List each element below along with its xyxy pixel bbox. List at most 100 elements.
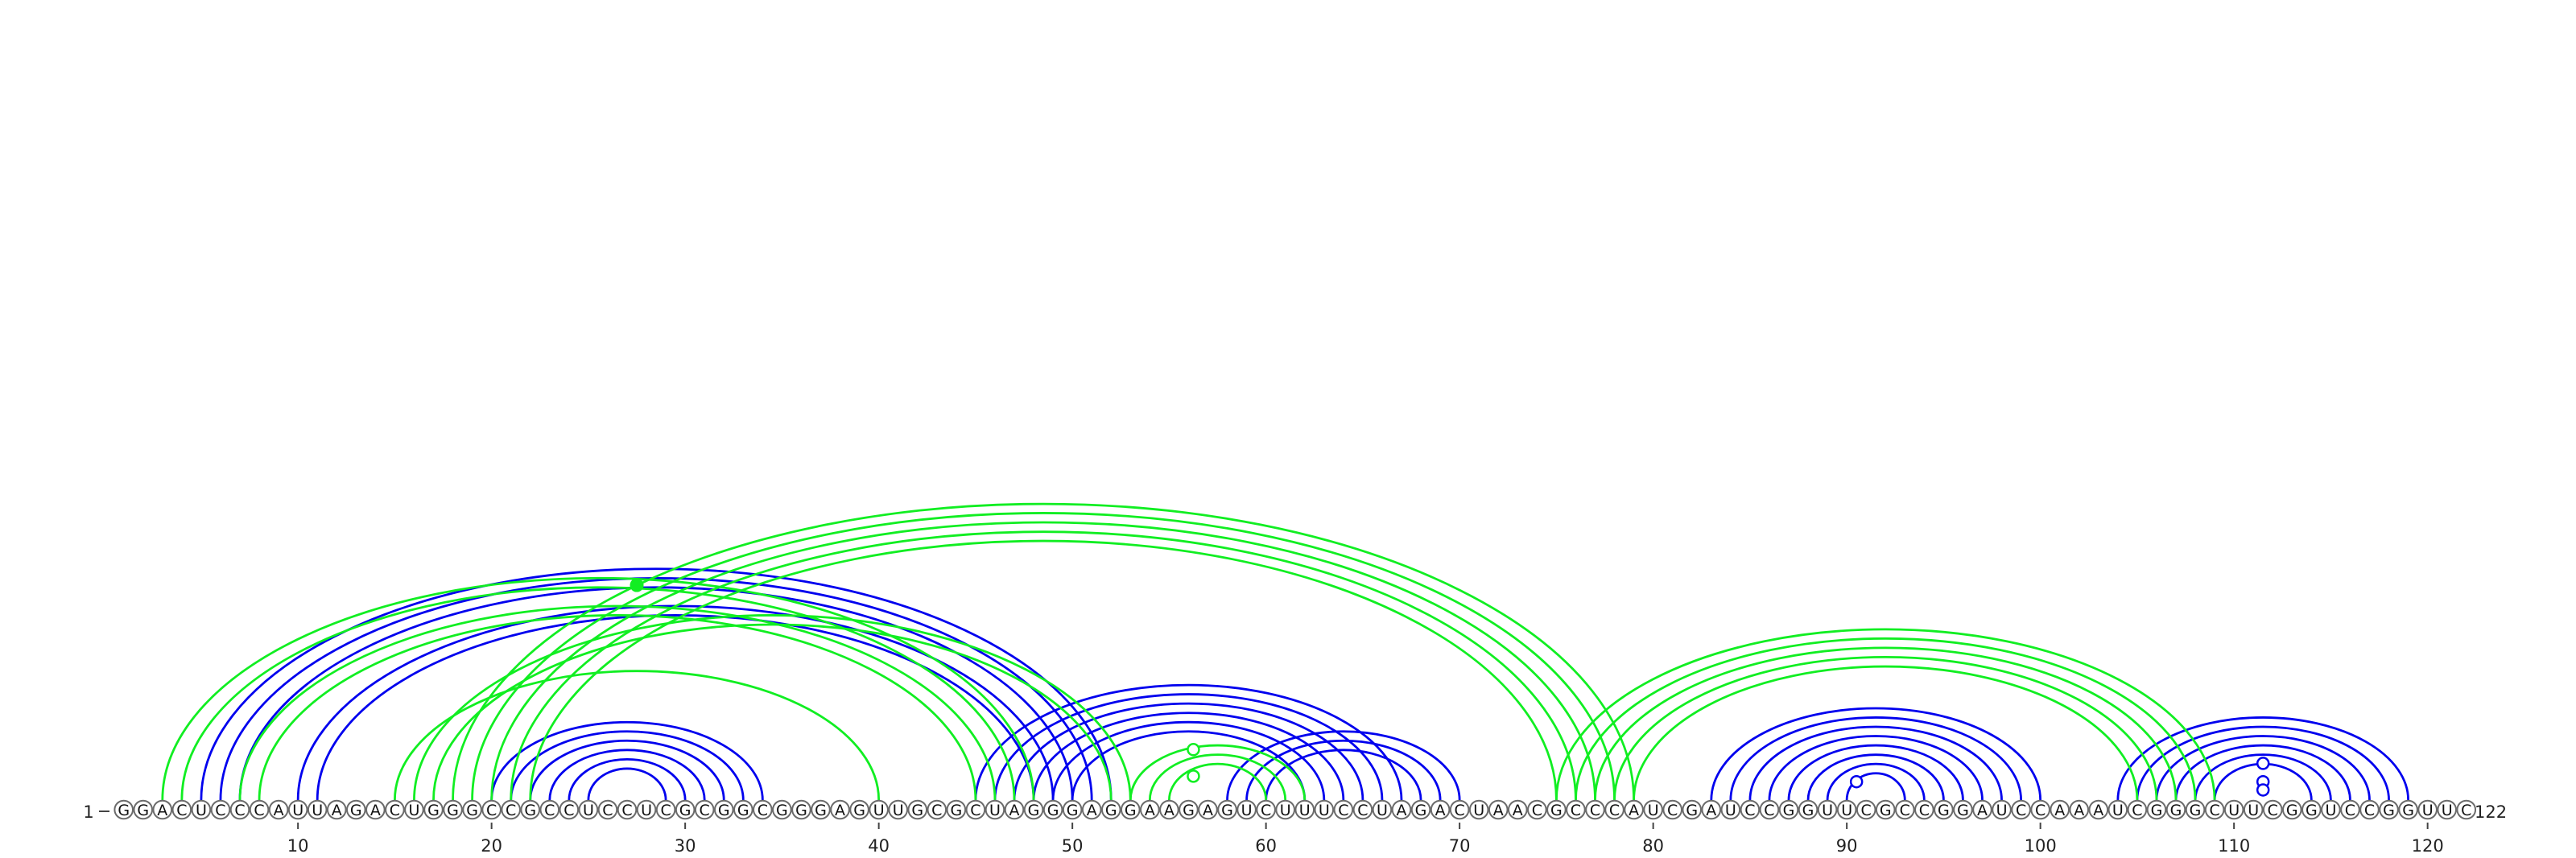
base-pair-arc-3-48 <box>161 576 1035 801</box>
nucleotide-100-circle <box>2030 799 2050 820</box>
nucleotide-86: C <box>1764 802 1774 819</box>
nucleotide-1-circle <box>114 799 134 820</box>
nucleotide-39: G <box>853 802 865 819</box>
nucleotide-10-circle <box>287 799 308 820</box>
base-pair-arc-106-117 <box>2155 735 2371 801</box>
nucleotide-2: G <box>137 802 149 819</box>
base-pair-arc-107-116 <box>2174 744 2351 801</box>
nucleotide-92: G <box>1880 802 1892 819</box>
base-pair-arc-48-64 <box>1032 712 1345 801</box>
nucleotide-62: U <box>1299 802 1311 819</box>
nucleotide-88-circle <box>1798 799 1818 820</box>
tick-label-110: 110 <box>2218 836 2250 856</box>
nucleotide-78: C <box>1609 802 1620 819</box>
nucleotide-72: A <box>1493 802 1504 819</box>
nucleotide-88: G <box>1802 802 1814 819</box>
open-circle-marker-3 <box>2256 757 2270 770</box>
nucleotide-26-circle <box>597 799 618 820</box>
base-pair-arc-16-53 <box>413 614 1132 801</box>
nucleotide-26: C <box>602 802 613 819</box>
nucleotide-37-circle <box>811 799 831 820</box>
tick-label-30: 30 <box>675 836 696 856</box>
nucleotide-117-circle <box>2359 799 2380 820</box>
nucleotide-3: A <box>157 802 167 819</box>
nucleotide-68-circle <box>1410 799 1431 820</box>
nucleotide-60: C <box>1261 802 1271 819</box>
nucleotide-109-circle <box>2204 799 2225 820</box>
nucleotide-97-circle <box>1972 799 1992 820</box>
nucleotide-76: C <box>1571 802 1581 819</box>
nucleotide-73-circle <box>1508 799 1528 820</box>
base-pair-arc-83-100 <box>1710 707 2042 801</box>
nucleotide-95: G <box>1938 802 1950 819</box>
nucleotide-45-circle <box>965 799 986 820</box>
nucleotide-76-circle <box>1566 799 1586 820</box>
tick-label-60: 60 <box>1255 836 1277 856</box>
nucleotide-17-circle <box>423 799 444 820</box>
nucleotide-11-circle <box>307 799 328 820</box>
nucleotide-85: C <box>1744 802 1755 819</box>
nucleotide-122: C <box>2461 802 2471 819</box>
base-pair-arc-84-99 <box>1729 716 2022 801</box>
nucleotide-54-circle <box>1140 799 1160 820</box>
end-position-label: 122 <box>2475 802 2507 822</box>
nucleotide-81-circle <box>1662 799 1682 820</box>
nucleotide-46-circle <box>985 799 1005 820</box>
nucleotide-58: G <box>1221 802 1233 819</box>
nucleotide-101-circle <box>2050 799 2070 820</box>
base-pair-arc-45-67 <box>974 683 1403 801</box>
nucleotide-59-circle <box>1236 799 1257 820</box>
nucleotide-15: C <box>390 802 400 819</box>
base-pair-arc-55-60 <box>1168 762 1268 801</box>
nucleotide-65-circle <box>1352 799 1373 820</box>
nucleotide-62-circle <box>1294 799 1315 820</box>
nucleotide-100: C <box>2035 802 2046 819</box>
nucleotide-10: U <box>292 802 303 819</box>
position-axis: 10 20 30 40 50 60 70 80 90 100 110 120 <box>287 823 2444 856</box>
nucleotide-23: C <box>544 802 555 819</box>
tick-label-80: 80 <box>1642 836 1664 856</box>
nucleotide-32: G <box>718 802 730 819</box>
nucleotide-33-circle <box>733 799 753 820</box>
nucleotide-35: G <box>776 802 788 819</box>
nucleotide-21-circle <box>501 799 522 820</box>
nucleotide-49: G <box>1047 802 1059 819</box>
nucleotide-23-circle <box>539 799 560 820</box>
nucleotide-95-circle <box>1934 799 1954 820</box>
nucleotide-4-circle <box>171 799 192 820</box>
nucleotide-2-circle <box>133 799 154 820</box>
nucleotide-115: U <box>2325 802 2336 819</box>
base-pair-arc-22-32 <box>529 739 725 801</box>
nucleotide-83: A <box>1706 802 1716 819</box>
nucleotide-122-circle <box>2456 799 2477 820</box>
nucleotide-120: U <box>2422 802 2434 819</box>
nucleotide-34: C <box>758 802 768 819</box>
nucleotide-93: C <box>1900 802 1910 819</box>
nucleotide-79-circle <box>1624 799 1644 820</box>
nucleotide-54: A <box>1145 802 1155 819</box>
nucleotide-56: G <box>1183 802 1195 819</box>
base-pair-arc-20-77 <box>490 521 1596 801</box>
tick-label-10: 10 <box>287 836 309 856</box>
nucleotide-16: U <box>408 802 419 819</box>
nucleotide-75-circle <box>1546 799 1567 820</box>
nucleotide-47-circle <box>1004 799 1025 820</box>
nucleotide-98: U <box>1996 802 2008 819</box>
nucleotide-25-circle <box>578 799 599 820</box>
nucleotide-60-circle <box>1256 799 1276 820</box>
base-pair-arc-53-62 <box>1129 744 1307 801</box>
base-pair-arc-18-79 <box>452 502 1635 801</box>
nucleotide-36: G <box>795 802 807 819</box>
nucleotide-65: C <box>1357 802 1368 819</box>
base-pair-arc-17-52 <box>432 623 1113 801</box>
base-pair-arc-79-105 <box>1633 665 2139 801</box>
nucleotide-69-circle <box>1430 799 1451 820</box>
nucleotide-77: C <box>1590 802 1600 819</box>
base-pair-arc-75-109 <box>1555 628 2216 801</box>
nucleotide-9-circle <box>268 799 289 820</box>
nucleotide-68: G <box>1415 802 1427 819</box>
base-pair-arc-60-68 <box>1265 749 1422 801</box>
nucleotide-107: G <box>2170 802 2182 819</box>
nucleotide-63: U <box>1319 802 1330 819</box>
base-pair-arc-22-75 <box>529 539 1558 801</box>
